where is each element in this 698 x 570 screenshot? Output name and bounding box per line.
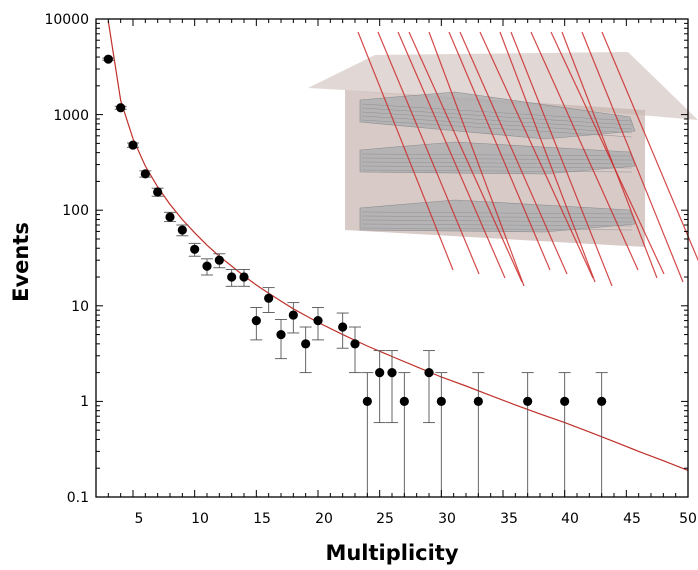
y-tick-label: 1	[80, 394, 89, 410]
data-points	[103, 54, 607, 406]
particle-track	[479, 31, 594, 279]
detector-strip	[361, 103, 633, 122]
data-point	[436, 396, 446, 406]
x-tick-label: 15	[253, 511, 271, 527]
data-point	[227, 272, 237, 282]
y-tick-label: 10000	[44, 12, 89, 28]
particle-track	[377, 31, 480, 275]
y-tick-label: 1000	[53, 108, 89, 124]
fit-curve	[107, 21, 689, 471]
particle-track	[357, 31, 454, 271]
x-tick-label: 45	[623, 511, 641, 527]
detector-strip	[361, 165, 633, 169]
detector-strip	[361, 215, 633, 219]
y-axis-title: Events	[9, 222, 33, 302]
particle-track	[581, 31, 684, 283]
particle-track	[448, 31, 551, 271]
axis-ticks	[95, 18, 689, 498]
particle-track	[510, 31, 613, 287]
data-point	[128, 140, 138, 150]
data-point	[313, 316, 323, 326]
data-point	[362, 396, 372, 406]
x-tick-label: 20	[315, 511, 333, 527]
data-point	[239, 272, 249, 282]
detector-strip	[361, 227, 633, 231]
inset-box-top	[308, 52, 698, 120]
detector-strip	[361, 111, 633, 130]
detector-inset	[308, 31, 698, 287]
data-point	[251, 316, 261, 326]
detector-plane	[359, 141, 636, 175]
detector-strip	[361, 161, 633, 165]
data-point	[288, 310, 298, 320]
particle-track	[408, 31, 523, 283]
data-point	[153, 187, 163, 197]
data-point	[214, 255, 224, 265]
data-point	[338, 322, 348, 332]
data-point	[387, 368, 397, 378]
particle-track	[550, 31, 665, 275]
y-tick-label: 10	[71, 299, 89, 315]
detector-strip	[361, 223, 633, 227]
data-point	[473, 396, 483, 406]
data-point	[399, 396, 409, 406]
data-point	[375, 368, 385, 378]
data-point	[424, 368, 434, 378]
data-point	[597, 396, 607, 406]
data-point	[177, 225, 187, 235]
y-tick-label: 0.1	[67, 490, 89, 506]
x-tick-label: 25	[376, 511, 394, 527]
detector-strip	[361, 157, 633, 161]
data-point	[116, 103, 126, 113]
data-point	[276, 329, 286, 340]
particle-track	[601, 31, 698, 262]
data-point	[350, 339, 360, 349]
data-point	[190, 244, 200, 254]
detector-strip	[361, 115, 633, 134]
particle-track	[459, 31, 568, 275]
data-point	[523, 396, 533, 406]
fit-curve-layer	[107, 21, 689, 471]
x-tick-label: 10	[191, 511, 209, 527]
detector-strip	[361, 169, 633, 173]
data-point	[264, 293, 274, 303]
data-point	[103, 54, 113, 64]
x-tick-label: 5	[135, 511, 144, 527]
particle-track	[530, 31, 639, 271]
data-point	[301, 339, 311, 349]
y-tick-labels: 0.1 1 10 100 1000 10000	[44, 12, 89, 506]
particle-track	[428, 31, 525, 287]
x-tick-labels: 5 10 15 20 25 30 35 40 45 50	[135, 511, 697, 527]
y-tick-label: 100	[62, 203, 89, 219]
data-point	[140, 169, 150, 179]
particle-track	[397, 31, 506, 279]
x-tick-label: 30	[438, 511, 456, 527]
x-axis-title: Multiplicity	[325, 541, 458, 565]
detector-strip	[361, 119, 633, 138]
x-tick-label: 35	[500, 511, 518, 527]
data-point	[202, 261, 212, 271]
x-tick-label: 50	[679, 511, 697, 527]
particle-track	[561, 31, 658, 279]
x-tick-label: 40	[561, 511, 579, 527]
data-point	[165, 212, 175, 222]
particle-track	[499, 31, 596, 283]
data-point	[560, 396, 570, 406]
